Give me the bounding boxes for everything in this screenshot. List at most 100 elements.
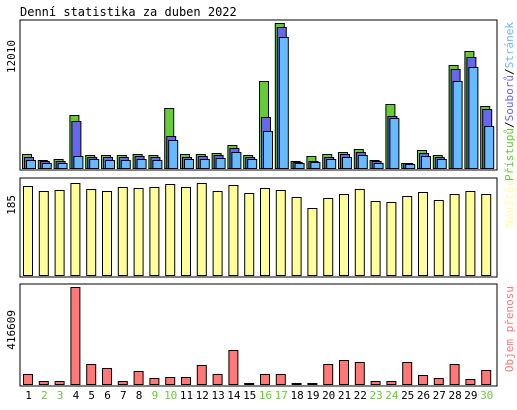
bar-hits-files-pages-Stránek-13 [215,158,226,169]
bar-visits-Návštěv-28 [449,194,460,276]
x-tick-label-1: 1 [25,389,32,402]
bar-kbytes-Objem-přenosu-20 [323,364,334,385]
bar-visits-Návštěv-13 [212,191,223,276]
x-tick-label-17: 17 [275,389,288,402]
bar-hits-files-pages-Stránek-5 [89,159,100,169]
bar-kbytes-Objem-přenosu-26 [418,375,428,385]
bar-kbytes-Objem-přenosu-16 [260,374,270,385]
bar-visits-Návštěv-21 [339,194,349,276]
x-tick-label-14: 14 [227,389,241,402]
bar-kbytes-Objem-přenosu-30 [481,370,492,385]
x-tick-label-24: 24 [385,389,399,402]
bar-kbytes-Objem-přenosu-5 [86,364,97,385]
bar-kbytes-Objem-přenosu-28 [449,364,460,385]
bar-hits-files-pages-Stránek-28 [452,81,463,169]
x-tick-label-9: 9 [152,389,159,402]
x-tick-label-15: 15 [243,389,256,402]
x-tick-label-16: 16 [259,389,272,402]
bar-hits-files-pages-Stránek-14 [231,152,242,169]
bar-hits-files-pages-Stránek-30 [484,126,495,169]
legend-visits: Návštěv [503,180,516,227]
panel-frame-hits-files-pages [19,19,498,171]
bar-visits-Návštěv-11 [181,187,191,276]
bar-kbytes-Objem-přenosu-17 [275,374,286,385]
bar-hits-files-pages-Stránek-18 [294,163,305,169]
bar-kbytes-Objem-přenosu-15 [244,383,255,385]
bar-hits-files-pages-Stránek-22 [357,155,368,169]
bar-hits-files-pages-Stránek-26 [421,156,431,169]
bar-visits-Návštěv-4 [70,183,81,276]
ymax-label-kbytes: 416609 [5,310,18,350]
bar-kbytes-Objem-přenosu-12 [196,365,207,385]
legend-entry: Objem přenosu [503,286,516,372]
x-tick-label-8: 8 [136,389,143,402]
bar-hits-files-pages-Stránek-12 [199,159,210,169]
bar-hits-files-pages-Stránek-15 [247,159,258,169]
x-tick-label-12: 12 [196,389,209,402]
bar-kbytes-Objem-přenosu-18 [291,383,302,385]
bar-kbytes-Objem-přenosu-2 [38,381,49,385]
x-tick-label-20: 20 [322,389,335,402]
legend-separator: / [503,121,516,128]
panel-visits: 185 Návštěv [5,177,516,278]
ymax-label-hits-files-pages: 12010 [5,40,18,73]
bar-visits-Návštěv-30 [481,194,492,276]
legend-entry: Návštěv [503,180,516,227]
x-tick-label-30: 30 [480,389,493,402]
bar-kbytes-Objem-přenosu-27 [433,378,444,385]
x-tick-label-11: 11 [180,389,193,402]
bar-kbytes-Objem-přenosu-8 [133,371,144,385]
panel-hits-files-pages: 12010 Přístupů/Souborů/Stránek [5,19,516,181]
bar-kbytes-Objem-přenosu-9 [149,378,160,385]
legend-entry: Souborů [503,75,516,121]
x-tick-label-22: 22 [354,389,367,402]
bar-hits-files-pages-Stránek-20 [326,159,337,169]
bar-hits-files-pages-Stránek-27 [436,159,447,169]
bar-visits-Návštěv-8 [133,188,144,276]
legend-kbytes: Objem přenosu [503,286,516,372]
bar-visits-Návštěv-12 [196,183,207,276]
bar-visits-Návštěv-22 [354,189,365,276]
panel-frame-kbytes [19,283,498,387]
bar-visits-Návštěv-15 [244,193,255,276]
bar-hits-files-pages-Stránek-19 [310,162,321,169]
bar-hits-files-pages-Stránek-11 [184,159,194,169]
x-tick-label-21: 21 [338,389,351,402]
chart-title: Denní statistika za duben 2022 [20,5,237,19]
bar-visits-Návštěv-23 [370,201,381,276]
x-tick-label-19: 19 [306,389,319,402]
x-axis-labels: 1 2 3 4 5 6 7 8 9 10 11 12 13 14 15 16 17 18 19 20 21 22 23 24 2… [25,389,493,402]
bar-hits-files-pages-Stránek-17 [278,37,289,169]
bar-visits-Návštěv-5 [86,189,97,276]
bar-hits-files-pages-Stránek-7 [120,160,131,169]
bar-visits-Návštěv-6 [102,191,112,276]
bar-visits-Návštěv-3 [54,190,65,276]
x-tick-label-7: 7 [120,389,127,402]
x-tick-label-10: 10 [164,389,177,402]
bar-hits-files-pages-Stránek-29 [468,67,479,169]
bar-hits-files-pages-Stránek-23 [373,163,384,169]
x-tick-label-26: 26 [417,389,430,402]
bar-visits-Návštěv-27 [433,200,444,276]
x-tick-label-4: 4 [73,389,80,402]
x-tick-label-18: 18 [290,389,303,402]
x-tick-label-29: 29 [464,389,477,402]
x-tick-label-13: 13 [211,389,224,402]
bar-hits-files-pages-Stránek-9 [152,160,163,169]
x-tick-label-27: 27 [433,389,446,402]
bar-hits-files-pages-Stránek-25 [405,164,416,169]
bar-hits-files-pages-Stránek-4 [73,156,84,169]
bar-kbytes-Objem-přenosu-1 [23,374,33,385]
legend-entry: Přístupů [503,128,516,181]
bar-hits-files-pages-Stránek-3 [57,163,68,169]
bar-hits-files-pages-Stránek-24 [389,118,400,169]
bar-visits-Návštěv-19 [307,208,318,276]
bar-kbytes-Objem-přenosu-19 [307,383,318,385]
bar-kbytes-Objem-přenosu-23 [370,381,381,385]
legend-hits-files-pages: Přístupů/Souborů/Stránek [503,22,516,181]
bar-visits-Návštěv-26 [418,192,428,276]
bar-kbytes-Objem-přenosu-29 [465,379,476,385]
